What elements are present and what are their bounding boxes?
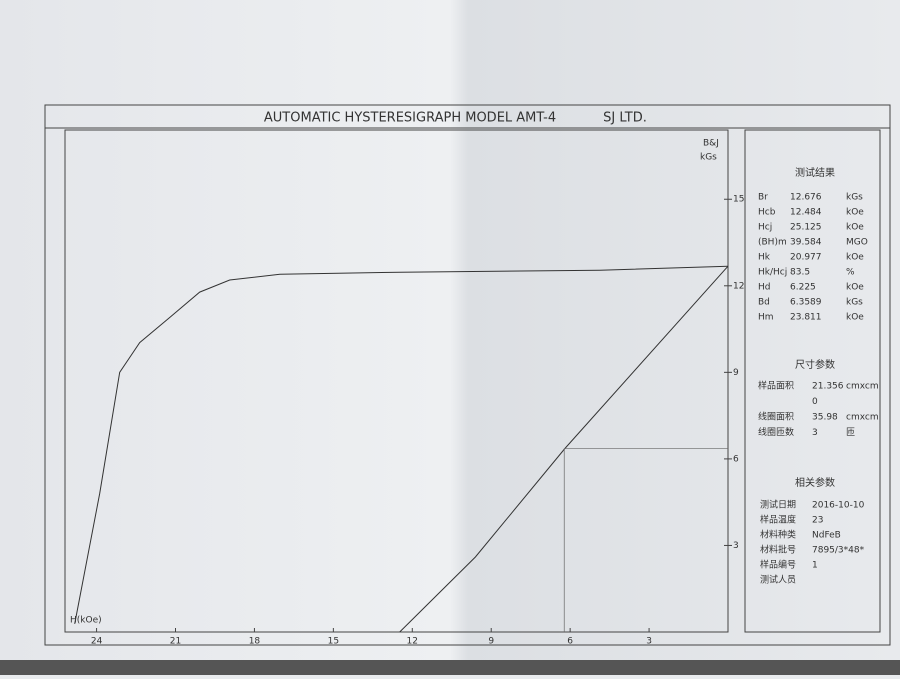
panel-cell: NdFeB bbox=[812, 531, 841, 541]
panel-cell: Hk/Hcj bbox=[758, 268, 787, 278]
panel-cell: Bd bbox=[758, 298, 770, 308]
panel-cell: Hcb bbox=[758, 208, 776, 218]
panel-cell: kGs bbox=[846, 298, 863, 308]
panel-cell: 83.5 bbox=[790, 268, 810, 278]
panel-cell: Hcj bbox=[758, 223, 772, 233]
panel-cell: 35.98 bbox=[812, 413, 838, 423]
x-tick-label: 15 bbox=[328, 637, 339, 647]
section-title: 测试结果 bbox=[795, 166, 835, 179]
panel-cell: 2016-10-10 bbox=[812, 501, 865, 511]
panel-cell: 12.676 bbox=[790, 193, 822, 203]
section-title: 相关参数 bbox=[795, 476, 835, 489]
panel-cell: 样品编号 bbox=[760, 559, 796, 571]
panel-cell: 材料批号 bbox=[760, 544, 796, 556]
panel-cell: 7895/3*48* bbox=[812, 546, 865, 556]
panel-cell: (BH)m bbox=[758, 238, 787, 248]
x-tick-label: 21 bbox=[170, 637, 181, 647]
panel-cell: 25.125 bbox=[790, 223, 822, 233]
curve bbox=[74, 265, 729, 624]
panel-cell: kOe bbox=[846, 283, 864, 293]
panel-cell: 1 bbox=[812, 561, 818, 571]
panel-cell: 测试日期 bbox=[760, 499, 796, 511]
x-tick-label: 3 bbox=[646, 637, 652, 647]
header-company: SJ LTD. bbox=[603, 111, 647, 126]
x-axis-label: H(kOe) bbox=[70, 616, 102, 626]
panel-cell: 21.356 bbox=[812, 382, 844, 392]
curve bbox=[399, 265, 729, 633]
y-tick-label: 6 bbox=[733, 454, 739, 464]
panel-cell: 3 bbox=[812, 428, 818, 438]
panel-cell: 6.3589 bbox=[790, 298, 822, 308]
panel-cell: 匝 bbox=[846, 427, 855, 438]
panel-cell: 测试人员 bbox=[760, 574, 796, 586]
x-tick-label: 6 bbox=[567, 637, 573, 647]
panel-cell: 材料种类 bbox=[760, 529, 796, 541]
panel-cell: Hm bbox=[758, 313, 774, 323]
panel-cell: cmxcm bbox=[846, 382, 879, 392]
panel-cell: 6.225 bbox=[790, 283, 816, 293]
y-tick-label: 3 bbox=[733, 541, 739, 551]
y-axis-unit: kGs bbox=[700, 153, 717, 163]
plot-frame bbox=[64, 129, 729, 633]
panel-cell: Br bbox=[758, 193, 768, 203]
panel-cell: 23 bbox=[812, 516, 823, 526]
x-tick-label: 18 bbox=[249, 637, 261, 647]
x-tick-label: 12 bbox=[407, 637, 418, 647]
panel-cell: 23.811 bbox=[790, 313, 822, 323]
panel-cell: 线圈面积 bbox=[758, 411, 794, 423]
panel-cell: 样品面积 bbox=[758, 380, 794, 392]
panel-cell: % bbox=[846, 268, 855, 278]
panel-cell: kOe bbox=[846, 223, 864, 233]
y-tick-label: 12 bbox=[733, 281, 744, 291]
panel-cell: Hk bbox=[758, 253, 771, 263]
x-tick-label: 24 bbox=[91, 637, 103, 647]
outer-frame bbox=[44, 104, 891, 646]
header-title: AUTOMATIC HYSTERESIGRAPH MODEL AMT-4 bbox=[264, 111, 556, 126]
panel-cell: 20.977 bbox=[790, 253, 822, 263]
panel-cell: Hd bbox=[758, 283, 770, 293]
result-panel bbox=[744, 129, 881, 633]
y-tick-label: 15 bbox=[733, 195, 744, 205]
panel-cell: MGO bbox=[846, 238, 868, 248]
panel-cell: kOe bbox=[846, 208, 864, 218]
panel-cell: 12.484 bbox=[790, 208, 822, 218]
panel-cell: 线圈匝数 bbox=[758, 426, 794, 438]
x-tick-label: 9 bbox=[488, 637, 494, 647]
panel-cell: cmxcm bbox=[846, 413, 879, 423]
y-axis-label: B&J bbox=[703, 139, 719, 149]
paper bbox=[0, 0, 900, 660]
panel-cell: 样品温度 bbox=[760, 514, 796, 526]
y-tick-label: 9 bbox=[733, 368, 739, 378]
panel-cell: kGs bbox=[846, 193, 863, 203]
panel-cell: kOe bbox=[846, 313, 864, 323]
panel-cell: 39.584 bbox=[790, 238, 822, 248]
table-edge bbox=[0, 660, 900, 675]
panel-cell: kOe bbox=[846, 253, 864, 263]
panel-cell: 0 bbox=[812, 397, 818, 407]
section-title: 尺寸参数 bbox=[795, 358, 835, 371]
